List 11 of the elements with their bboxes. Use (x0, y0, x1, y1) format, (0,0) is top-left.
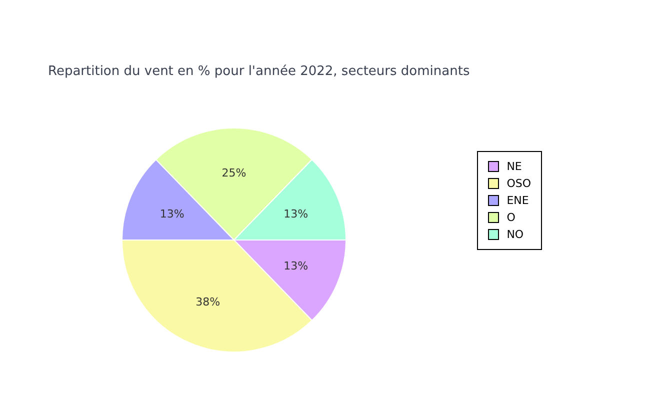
legend-label: O (506, 210, 516, 224)
data-label: 25% (222, 166, 246, 180)
data-label: 38% (196, 295, 220, 308)
data-label: 13% (284, 260, 308, 273)
legend-label: OSO (506, 176, 531, 190)
legend-label: NO (506, 228, 524, 240)
data-label: 13% (284, 207, 308, 220)
legend-label: NE (506, 160, 522, 172)
chart-title: Repartition du vent en % pour l'année 2022, secteurs dominants (48, 64, 470, 79)
data-label: 13% (160, 207, 184, 220)
legend-label: ENE (506, 194, 529, 206)
